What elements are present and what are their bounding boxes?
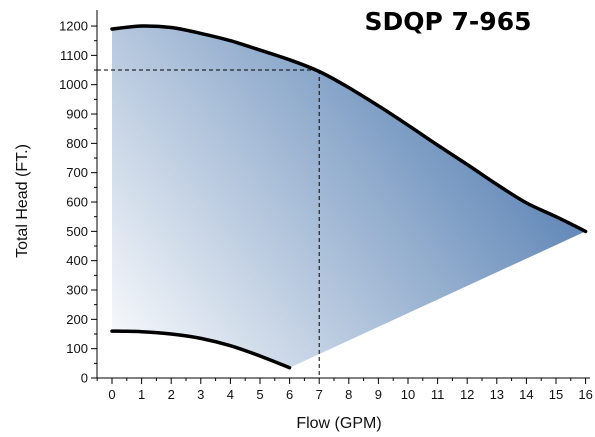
max-head-curve — [110, 24, 588, 234]
x-tick-label-15: 15 — [549, 387, 563, 402]
x-tick-label-10: 10 — [401, 387, 415, 402]
y-tick-label-1000: 1000 — [59, 77, 88, 92]
y-tick-label-600: 600 — [66, 195, 88, 210]
x-tick-label-5: 5 — [256, 387, 263, 402]
y-tick-label-1100: 1100 — [60, 48, 88, 63]
x-tick-label-13: 13 — [490, 387, 504, 402]
y-tick-label-300: 300 — [66, 283, 88, 298]
y-tick-label-0: 0 — [81, 371, 88, 386]
operating-area — [112, 25, 586, 368]
y-tick-label-1200: 1200 — [59, 19, 88, 34]
y-tick-label-700: 700 — [66, 165, 88, 180]
min-head-curve — [110, 329, 292, 370]
y-tick-label-200: 200 — [66, 312, 88, 327]
y-tick-label-100: 100 — [66, 341, 88, 356]
x-tick-label-1: 1 — [138, 387, 145, 402]
x-tick-label-2: 2 — [168, 387, 175, 402]
x-tick-label-16: 16 — [578, 387, 592, 402]
y-tick-label-800: 800 — [66, 136, 88, 151]
x-tick-label-4: 4 — [227, 387, 234, 402]
x-tick-label-9: 9 — [375, 387, 382, 402]
x-tick-label-3: 3 — [197, 387, 204, 402]
axes: 0100200300400500600700800900100011001200… — [59, 10, 593, 402]
x-tick-label-6: 6 — [286, 387, 293, 402]
x-tick-label-0: 0 — [108, 387, 115, 402]
x-tick-label-11: 11 — [431, 387, 445, 402]
chart-title: SDQP 7-965 — [365, 7, 532, 36]
x-axis-title: Flow (GPM) — [296, 415, 381, 432]
x-tick-label-12: 12 — [460, 387, 474, 402]
x-tick-label-7: 7 — [316, 387, 323, 402]
y-tick-label-400: 400 — [66, 253, 88, 268]
x-tick-label-14: 14 — [519, 387, 533, 402]
y-tick-label-500: 500 — [66, 224, 88, 239]
y-tick-label-900: 900 — [66, 107, 88, 122]
y-axis-title: Total Head (FT.) — [14, 144, 31, 258]
x-tick-label-8: 8 — [345, 387, 352, 402]
